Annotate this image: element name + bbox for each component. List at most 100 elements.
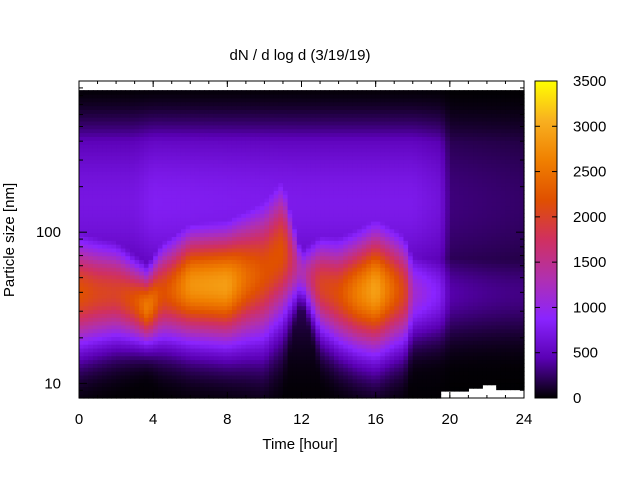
heatmap-cell: [125, 367, 131, 372]
heatmap-cell: [190, 305, 196, 311]
heatmap-cell: [292, 290, 298, 295]
heatmap-cell: [180, 367, 187, 372]
heatmap-cell: [153, 147, 159, 153]
heatmap-cell: [134, 144, 140, 149]
heatmap-cell: [102, 290, 108, 295]
heatmap-cell: [255, 140, 261, 145]
heatmap-cell: [241, 151, 247, 157]
heatmap-cell: [194, 247, 201, 253]
heatmap-cell: [125, 271, 131, 276]
heatmap-cell: [269, 309, 275, 314]
heatmap-cell: [218, 240, 224, 245]
heatmap-cell: [292, 124, 298, 130]
heatmap-cell: [357, 324, 363, 330]
heatmap-cell: [324, 159, 330, 164]
heatmap-cell: [255, 186, 261, 191]
heatmap-cell: [171, 167, 177, 172]
heatmap-cell: [97, 120, 103, 126]
heatmap-cell: [116, 140, 122, 145]
heatmap-cell: [120, 336, 126, 341]
heatmap-cell: [139, 136, 145, 141]
heatmap-cell: [324, 213, 330, 218]
heatmap-cell: [97, 178, 103, 184]
heatmap-cell: [231, 232, 238, 237]
heatmap-cell: [306, 278, 312, 284]
heatmap-cell: [352, 324, 358, 330]
heatmap-cell: [343, 321, 349, 326]
heatmap-cell: [245, 93, 252, 99]
heatmap-cell: [143, 228, 150, 234]
heatmap-cell: [116, 159, 122, 164]
heatmap-cell: [194, 109, 201, 114]
heatmap-cell: [227, 274, 233, 280]
heatmap-cell: [190, 367, 196, 372]
heatmap-cell: [250, 321, 256, 326]
heatmap-cell: [315, 155, 321, 161]
heatmap-cell: [111, 90, 117, 95]
heatmap-cell: [347, 374, 354, 380]
heatmap-cell: [282, 263, 289, 268]
heatmap-cell: [236, 324, 242, 330]
heatmap-cell: [148, 297, 154, 303]
heatmap-cell: [320, 151, 326, 157]
heatmap-cell: [306, 351, 312, 357]
heatmap-cell: [227, 371, 233, 376]
heatmap-cell: [218, 197, 224, 203]
heatmap-cell: [92, 113, 99, 118]
heatmap-cell: [231, 286, 238, 291]
heatmap-cell: [329, 355, 335, 361]
heatmap-cell: [208, 324, 215, 330]
heatmap-cell: [208, 259, 215, 264]
heatmap-cell: [315, 120, 321, 126]
heatmap-cell: [278, 374, 284, 380]
heatmap-cell: [134, 367, 140, 372]
heatmap-cell: [194, 267, 201, 272]
heatmap-cell: [167, 359, 173, 364]
heatmap-cell: [296, 163, 303, 168]
heatmap-cell: [282, 90, 289, 95]
heatmap-cell: [106, 132, 113, 137]
heatmap-cell: [273, 170, 279, 176]
heatmap-cell: [194, 140, 201, 145]
heatmap-cell: [213, 220, 219, 226]
heatmap-cell: [106, 140, 113, 145]
heatmap-cell: [208, 194, 215, 199]
heatmap-cell: [190, 155, 196, 161]
heatmap-cell: [106, 244, 113, 249]
heatmap-cell: [250, 267, 256, 272]
heatmap-cell: [97, 297, 103, 303]
heatmap-cell: [111, 255, 117, 261]
heatmap-cell: [171, 220, 177, 226]
heatmap-cell: [296, 367, 303, 372]
heatmap-cell: [347, 290, 354, 295]
heatmap-cell: [148, 359, 154, 364]
heatmap-cell: [347, 321, 354, 326]
heatmap-cell: [315, 178, 321, 184]
heatmap-cell: [120, 278, 126, 284]
heatmap-cell: [292, 197, 298, 203]
heatmap-cell: [190, 170, 196, 176]
heatmap-cell: [180, 382, 187, 388]
heatmap-cell: [143, 340, 150, 345]
heatmap-cell: [255, 178, 261, 184]
heatmap-cell: [222, 278, 228, 284]
heatmap-cell: [162, 124, 168, 130]
heatmap-cell: [218, 124, 224, 130]
heatmap-cell: [333, 228, 340, 234]
heatmap-cell: [361, 120, 367, 126]
heatmap-cell: [236, 386, 242, 391]
heatmap-cell: [329, 120, 335, 126]
heatmap-cell: [361, 332, 367, 338]
heatmap-cell: [273, 132, 279, 137]
heatmap-cell: [320, 251, 326, 257]
heatmap-cell: [176, 178, 182, 184]
heatmap-cell: [259, 120, 266, 126]
heatmap-cell: [218, 144, 224, 149]
heatmap-cell: [245, 321, 252, 326]
heatmap-cell: [139, 213, 145, 218]
heatmap-cell: [116, 101, 122, 107]
heatmap-cell: [222, 155, 228, 161]
heatmap-cell: [231, 113, 238, 118]
heatmap-cell: [199, 340, 205, 345]
heatmap-cell: [176, 313, 182, 318]
